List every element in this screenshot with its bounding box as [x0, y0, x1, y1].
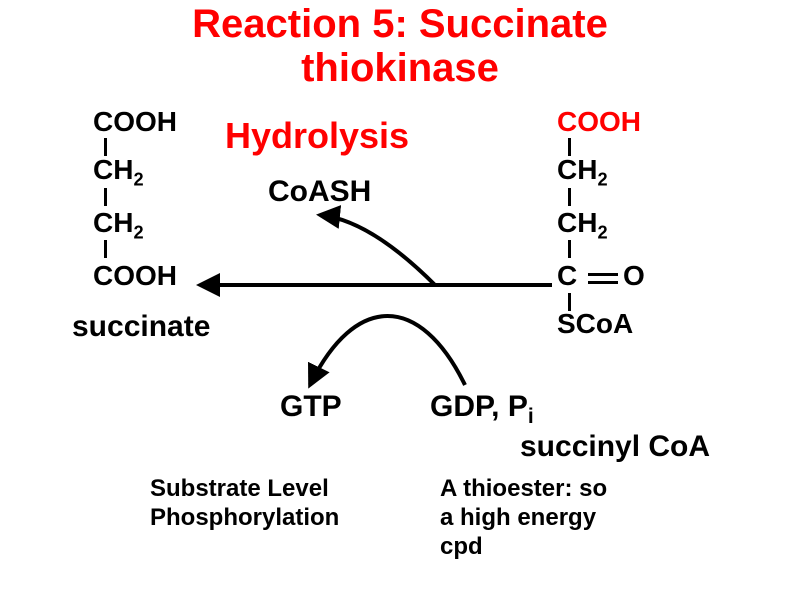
annot-left-l1: Substrate Level — [150, 475, 329, 502]
bond-v-icon — [568, 188, 571, 206]
annot-right-l1: A thioester: so — [440, 475, 607, 502]
scoa-ch2-2: CH2 — [557, 209, 645, 242]
bond-v-icon — [104, 138, 107, 156]
annot-right-l2: a high energy — [440, 504, 596, 531]
succinylcoa-label: succinyl CoA — [520, 430, 710, 464]
succ-ch2-1: CH2 — [93, 156, 177, 189]
coash-release-arrow — [320, 215, 435, 285]
gdp-gtp-arrow — [310, 316, 465, 385]
annot-right-l3: cpd — [440, 533, 483, 560]
double-bond-icon — [588, 273, 618, 276]
scoa-cooh: COOH — [557, 108, 645, 136]
scoa-ch2-1: CH2 — [557, 156, 645, 189]
bond-v-icon — [568, 240, 571, 258]
reaction-arrows — [0, 0, 800, 600]
succ-cooh-bot: COOH — [93, 262, 177, 290]
slide-title: Reaction 5: Succinate thiokinase — [0, 0, 800, 90]
succ-ch2-2: CH2 — [93, 209, 177, 242]
coash-label: CoASH — [268, 175, 371, 209]
bond-v-icon — [568, 293, 571, 311]
title-line2: thiokinase — [301, 46, 499, 90]
substrate-level-annotation: Substrate Level Phosphorylation — [150, 475, 339, 533]
bond-v-icon — [568, 138, 571, 156]
succ-cooh-top: COOH — [93, 108, 177, 136]
bond-v-icon — [104, 240, 107, 258]
hydrolysis-text: Hydrolysis — [225, 115, 409, 156]
thioester-annotation: A thioester: so a high energy cpd — [440, 475, 607, 561]
bond-v-icon — [104, 188, 107, 206]
gtp-label: GTP — [280, 390, 342, 424]
succinate-label: succinate — [72, 310, 210, 344]
annot-left-l2: Phosphorylation — [150, 504, 339, 531]
scoa-scoa: SCoA — [557, 310, 645, 338]
gdp-pi-label: GDP, Pi — [430, 390, 534, 429]
hydrolysis-label: Hydrolysis — [225, 115, 409, 157]
double-bond-icon — [588, 281, 618, 284]
title-line1: Reaction 5: Succinate — [192, 2, 608, 46]
